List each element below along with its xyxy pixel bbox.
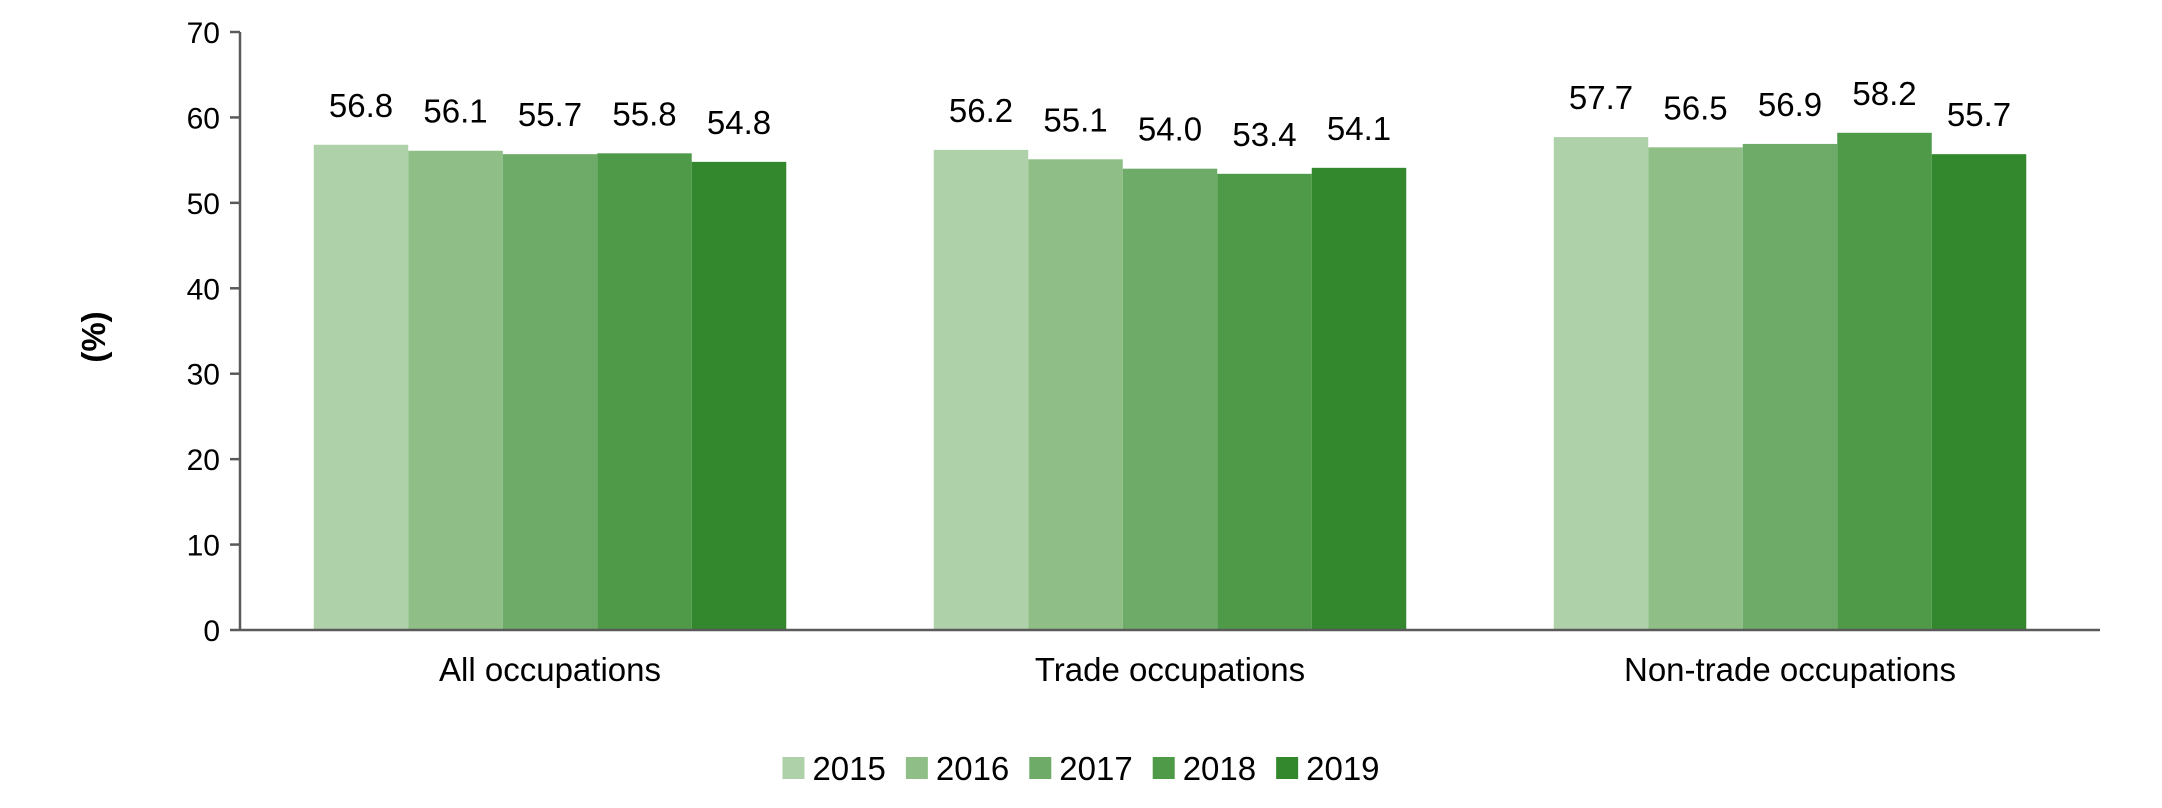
bar-2016-all-occupations (408, 150, 503, 630)
data-label: 55.7 (518, 96, 582, 133)
y-tick-label: 20 (187, 444, 220, 477)
data-label: 57.7 (1569, 79, 1633, 116)
x-tick-label: All occupations (439, 651, 661, 688)
legend-label-2018: 2018 (1183, 750, 1256, 787)
bar-2019-all-occupations (691, 161, 787, 630)
bar-2015-trade-occupations (933, 149, 1029, 631)
bar-2019-trade-occupations (1311, 167, 1407, 630)
bar-2017-trade-occupations (1122, 168, 1218, 630)
data-label: 54.8 (707, 104, 771, 141)
data-label: 56.8 (329, 87, 393, 124)
bar-2018-non-trade-occupations (1837, 132, 1932, 630)
legend-label-2019: 2019 (1306, 750, 1379, 787)
data-label: 58.2 (1852, 75, 1916, 112)
data-label: 54.0 (1138, 111, 1202, 148)
bar-2018-all-occupations (597, 153, 692, 630)
legend-swatch-2018 (1152, 757, 1175, 779)
data-label: 56.2 (949, 92, 1013, 129)
bars-layer (313, 132, 2027, 631)
data-label: 55.8 (612, 95, 676, 132)
legend-label-2015: 2015 (812, 750, 885, 787)
y-tick-label: 0 (203, 615, 220, 648)
y-tick-label: 50 (187, 188, 220, 221)
data-label: 56.1 (423, 93, 487, 130)
y-tick-label: 40 (187, 273, 220, 306)
legend-swatch-2015 (782, 757, 805, 779)
legend-label-2017: 2017 (1059, 750, 1132, 787)
bar-2016-non-trade-occupations (1648, 147, 1743, 631)
data-labels-layer: 56.8 56.1 55.7 55.8 54.8 56.2 55.1 54.0 53.4 54.1… (329, 75, 2011, 153)
bar-2017-non-trade-occupations (1742, 143, 1838, 630)
y-tick-label: 60 (187, 102, 220, 135)
data-label: 55.1 (1043, 101, 1107, 138)
bar-2015-non-trade-occupations (1553, 137, 1649, 630)
bar-2016-trade-occupations (1028, 159, 1123, 630)
y-tick-label: 10 (187, 530, 220, 563)
data-label: 54.1 (1327, 110, 1391, 147)
bar-2015-all-occupations (313, 144, 409, 630)
y-tick-label: 70 (187, 17, 220, 50)
y-tick-label: 30 (187, 359, 220, 392)
bar-2018-trade-occupations (1217, 173, 1312, 630)
legend-swatch-2017 (1029, 757, 1052, 779)
data-label: 55.7 (1947, 96, 2011, 133)
axes-layer: All occupations Trade occupations Non-trad… (187, 17, 2100, 688)
data-label: 53.4 (1232, 116, 1296, 153)
bar-2019-non-trade-occupations (1931, 154, 2027, 631)
legend-swatch-2016 (905, 757, 928, 779)
legend: 2015 2016 2017 2018 2019 (782, 750, 1380, 787)
x-tick-label: Non-trade occupations (1624, 651, 1956, 688)
data-label: 56.9 (1758, 86, 1822, 123)
x-tick-label: Trade occupations (1035, 651, 1305, 688)
legend-label-2016: 2016 (936, 750, 1009, 787)
legend-swatch-2019 (1276, 757, 1299, 779)
bar-2017-all-occupations (502, 154, 598, 631)
data-label: 56.5 (1663, 89, 1727, 126)
y-axis-label: (%) (75, 311, 112, 362)
